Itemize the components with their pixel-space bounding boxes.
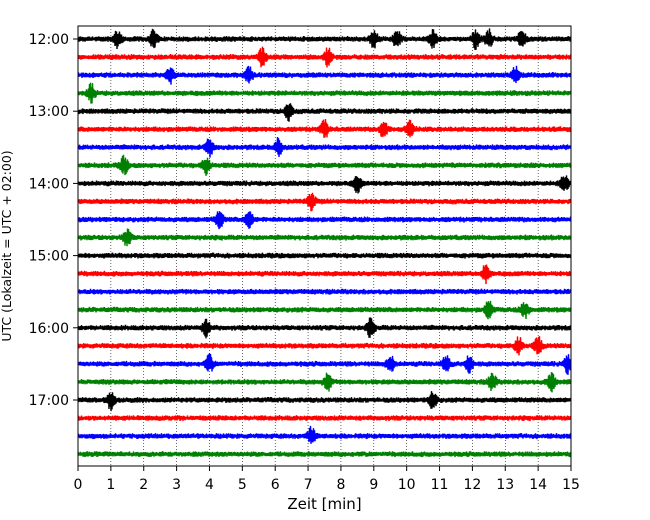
x-tick-label: 3 bbox=[172, 477, 181, 493]
trace-1615 bbox=[77, 336, 572, 356]
x-tick-label: 15 bbox=[562, 477, 580, 493]
seismic-traces bbox=[77, 28, 572, 458]
trace-1600 bbox=[77, 317, 572, 339]
y-tick-label: 14:00 bbox=[29, 176, 69, 192]
plot-frame bbox=[77, 25, 572, 467]
x-tick-label: 0 bbox=[74, 477, 83, 493]
trace-1200 bbox=[77, 28, 572, 51]
y-tick-label: 12:00 bbox=[29, 32, 69, 48]
x-tick-label: 13 bbox=[496, 477, 514, 493]
trace-1715 bbox=[77, 415, 572, 422]
trace-1500 bbox=[77, 252, 572, 259]
x-tick-label: 14 bbox=[529, 477, 547, 493]
trace-1315 bbox=[77, 118, 572, 138]
y-tick-label: 17:00 bbox=[29, 393, 69, 409]
trace-1730 bbox=[77, 425, 572, 444]
trace-1300 bbox=[77, 103, 572, 122]
trace-1530 bbox=[77, 288, 572, 295]
trace-1400 bbox=[77, 175, 572, 194]
trace-1630 bbox=[77, 353, 572, 375]
x-tick-label: 11 bbox=[431, 477, 449, 493]
trace-1700 bbox=[77, 391, 572, 412]
trace-1245 bbox=[77, 82, 572, 104]
grid-lines bbox=[110, 26, 539, 466]
x-tick-label: 4 bbox=[205, 477, 214, 493]
trace-1215 bbox=[77, 46, 572, 68]
x-tick-label: 9 bbox=[369, 477, 378, 493]
x-tick-label: 5 bbox=[238, 477, 247, 493]
x-tick-label: 7 bbox=[304, 477, 313, 493]
x-axis-label: Zeit [min] bbox=[287, 495, 361, 513]
y-axis-ticks: 12:00 13:00 14:00 15:00 16:00 17:00 bbox=[29, 32, 78, 409]
trace-1330 bbox=[77, 136, 572, 158]
x-axis-ticks: 0 1 2 3 4 5 6 7 8 9 10 11 12 13 14 15 bbox=[74, 466, 580, 493]
y-tick-label: 13:00 bbox=[29, 104, 69, 120]
trace-1230 bbox=[77, 65, 572, 85]
y-axis-label: UTC (Lokalzeit = UTC + 02:00) bbox=[0, 150, 14, 341]
x-tick-label: 10 bbox=[398, 477, 416, 493]
trace-1515 bbox=[77, 264, 572, 285]
trace-1430 bbox=[77, 211, 572, 230]
x-tick-label: 2 bbox=[139, 477, 148, 493]
trace-1445 bbox=[77, 228, 572, 247]
trace-1745 bbox=[77, 451, 572, 458]
x-tick-label: 6 bbox=[271, 477, 280, 493]
y-tick-label: 16:00 bbox=[29, 321, 69, 337]
trace-1645 bbox=[77, 372, 572, 393]
trace-1345 bbox=[77, 154, 572, 176]
x-tick-label: 8 bbox=[336, 477, 345, 493]
trace-1545 bbox=[77, 300, 572, 320]
x-tick-label: 1 bbox=[106, 477, 115, 493]
y-tick-label: 15:00 bbox=[29, 249, 69, 265]
x-tick-label: 12 bbox=[463, 477, 481, 493]
trace-1415 bbox=[77, 192, 572, 212]
